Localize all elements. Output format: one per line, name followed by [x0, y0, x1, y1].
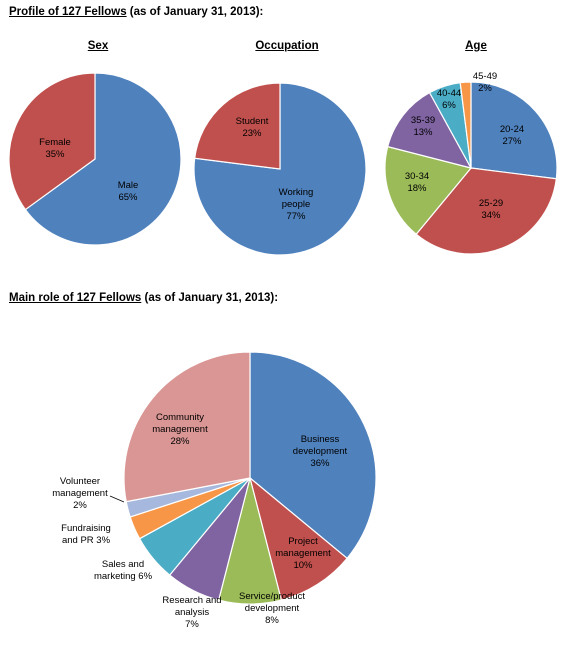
slice-label-45-49: 45-49 2%: [473, 71, 497, 94]
sex-chart-title: Sex: [87, 40, 109, 52]
leader-line-volunteer-management: [109, 495, 125, 503]
slice-label-project-management: Project management 10%: [275, 536, 331, 571]
slice-label-community-management: Community management 28%: [152, 412, 208, 447]
profile-heading: Profile of 127 Fellows (as of January 31…: [9, 6, 263, 18]
slice-label-30-34: 30-34 18%: [405, 171, 429, 194]
slice-label-research-and-analysis: Research and analysis 7%: [162, 595, 221, 630]
slice-label-25-29: 25-29 34%: [479, 198, 503, 221]
profile-date: (as of January 31, 2013):: [129, 6, 264, 18]
profile-title: Profile of 127 Fellows: [9, 6, 127, 18]
slice-label-working-people: Working people 77%: [279, 187, 314, 222]
pie-slice-female: [8, 72, 96, 211]
role-date: (as of January 31, 2013):: [144, 292, 279, 304]
pie-slice-35-39: [386, 91, 473, 169]
role-title: Main role of 127 Fellows: [9, 292, 142, 304]
pie-slice-community-management: [123, 351, 251, 503]
pie-slice-45-49: [459, 81, 472, 169]
slice-label-fundraising-and-pr: Fundraising and PR 3%: [61, 523, 111, 546]
slice-label-sales-and-marketing: Sales and marketing 6%: [94, 559, 153, 582]
pie-slice-30-34: [384, 145, 473, 236]
pie-slice-25-29: [415, 167, 557, 255]
slice-label-female: Female 35%: [39, 137, 71, 160]
occupation-chart-title: Occupation: [255, 40, 319, 52]
slice-label-service-product-development: Service/product development 8%: [239, 591, 305, 626]
role-heading: Main role of 127 Fellows (as of January …: [9, 292, 278, 304]
slice-label-volunteer-management: Volunteer management 2%: [52, 476, 108, 511]
pie-slice-20-24: [470, 81, 558, 180]
slice-label-35-39: 35-39 13%: [411, 115, 435, 138]
age-chart-title: Age: [465, 40, 487, 52]
slice-label-male: Male 65%: [118, 180, 139, 203]
pie-slice-student: [194, 82, 281, 170]
pie-slice-male: [24, 72, 182, 246]
pie-slice-project-management: [248, 476, 348, 601]
slice-label-student: Student 23%: [236, 116, 269, 139]
pie-slice-business-development: [249, 351, 377, 560]
slice-label-business-development: Business development 36%: [293, 434, 348, 469]
slice-label-40-44: 40-44 6%: [437, 88, 461, 111]
slice-label-20-24: 20-24 27%: [500, 124, 524, 147]
